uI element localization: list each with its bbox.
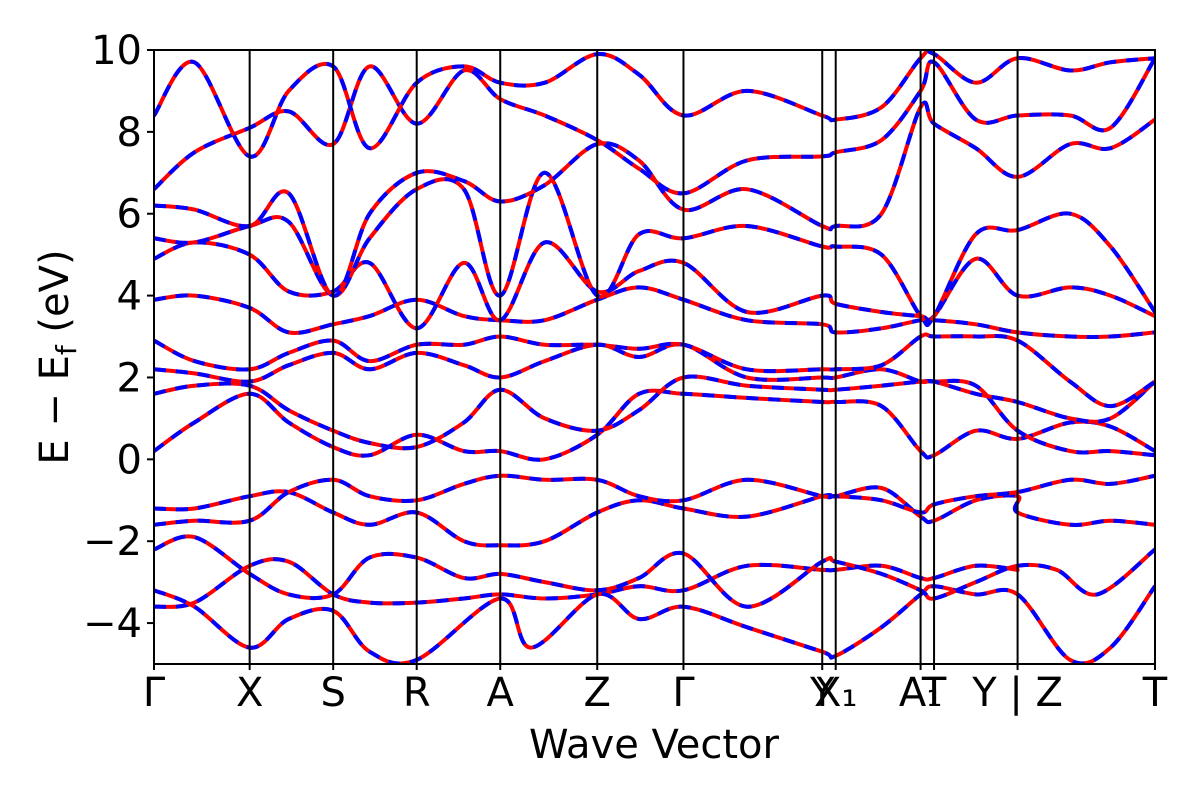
- y-tick-label-5: 6: [117, 192, 142, 238]
- high-symmetry-lines: [248, 50, 1019, 664]
- plot-frame: [153, 49, 1156, 665]
- x-tick-label-9: A₁: [899, 670, 942, 716]
- x-axis-label: Wave Vector: [529, 722, 780, 768]
- x-tick-label-7: Y: [809, 670, 835, 716]
- x-tick-label-3: R: [403, 670, 431, 716]
- band-line-dashed-8: [154, 332, 1155, 409]
- band-line-dashed-6: [154, 374, 1155, 458]
- y-tick-label-7: 10: [91, 28, 142, 74]
- x-tick-label-1: X: [236, 670, 263, 716]
- band-line-dashed-9: [154, 285, 1155, 340]
- y-tick-label-6: 8: [117, 110, 142, 156]
- x-tick-label-2: S: [320, 670, 345, 716]
- y-axis-ticks: −4 −2 0 2 4 6 8 10: [83, 28, 154, 647]
- y-tick-label-0: −4: [83, 601, 142, 647]
- y-axis-label-main: E − E: [32, 355, 78, 465]
- x-tick-label-12: T: [1142, 670, 1168, 716]
- x-tick-label-11: Y | Z: [971, 670, 1063, 716]
- y-tick-label-4: 4: [117, 274, 142, 320]
- x-tick-label-6: Γ: [672, 670, 695, 716]
- x-tick-label-5: Z: [584, 670, 611, 716]
- x-tick-label-10: T: [921, 670, 947, 716]
- band-line-dashed-4: [154, 473, 1155, 527]
- x-tick-label-4: A: [487, 670, 515, 716]
- y-tick-label-3: 2: [117, 355, 142, 401]
- x-tick-label-8: X₁: [814, 670, 857, 716]
- y-axis-label: E − Ef (eV): [32, 249, 83, 464]
- band-line-14: [154, 50, 1155, 159]
- y-axis-label-unit: (eV): [32, 249, 78, 345]
- band-line-dashed-12: [154, 100, 1155, 298]
- band-line-dashed-7: [154, 342, 1155, 424]
- band-line-4: [154, 473, 1155, 527]
- y-tick-label-2: 0: [117, 437, 142, 483]
- band-line-dashed-14: [154, 50, 1155, 159]
- y-tick-label-1: −2: [83, 519, 142, 565]
- band-line-dashed-2: [154, 534, 1155, 609]
- bands-layer: [154, 50, 1155, 664]
- band-line-10: [154, 240, 1155, 331]
- y-axis-label-sub: f: [50, 344, 83, 355]
- x-tick-label-0: Γ: [143, 670, 166, 716]
- band-line-7: [154, 342, 1155, 424]
- band-line-11: [154, 170, 1155, 328]
- band-line-dashed-1: [154, 584, 1155, 664]
